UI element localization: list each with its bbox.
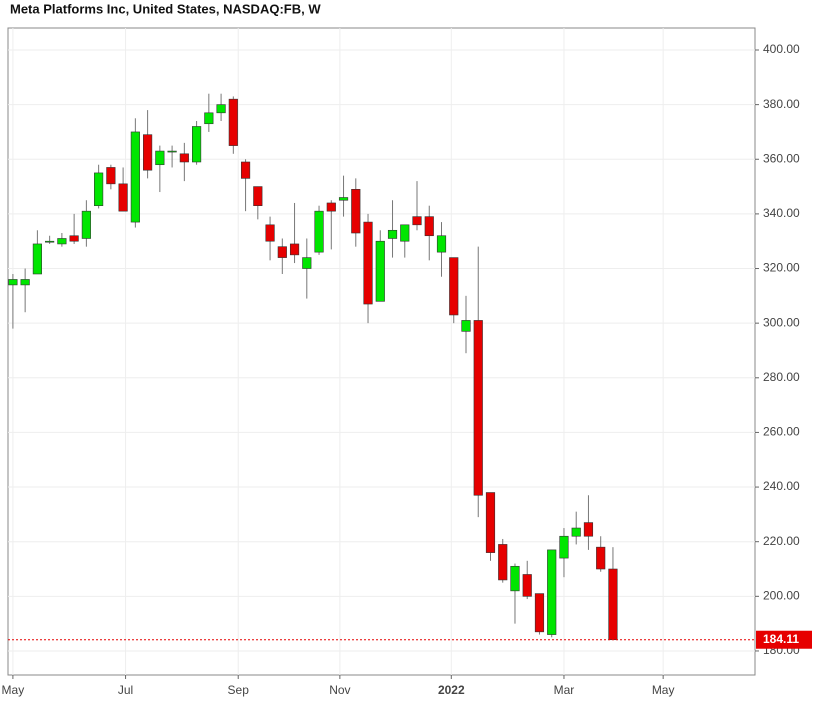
y-tick-label: 280.00 [763, 370, 800, 384]
candle-body [118, 183, 128, 212]
candle-body [20, 279, 30, 286]
candle-body [265, 224, 275, 242]
candle-body [363, 221, 373, 305]
candle-body [32, 243, 42, 275]
candle-body [596, 546, 606, 570]
chart-title: Meta Platforms Inc, United States, NASDA… [10, 1, 321, 16]
y-tick-label: 240.00 [763, 479, 800, 493]
candle-body [216, 104, 226, 114]
candle-body [167, 150, 177, 153]
candle-body [534, 593, 545, 633]
candle-body [412, 216, 422, 226]
x-tick-label: 2022 [438, 683, 465, 697]
y-tick-label: 220.00 [763, 534, 800, 548]
candle-body [314, 210, 324, 253]
candle-body [436, 235, 447, 253]
candle-body [498, 544, 508, 581]
candle-body [228, 98, 238, 146]
candle-body [289, 243, 300, 256]
candle-body [449, 257, 459, 316]
candle-body [424, 216, 434, 237]
y-tick-label: 360.00 [763, 151, 800, 165]
y-tick-label: 260.00 [763, 425, 800, 439]
candle-body [106, 167, 116, 185]
x-tick-label: Mar [554, 683, 575, 697]
candle-body [400, 224, 410, 242]
candle-body [608, 568, 618, 641]
candle-body [547, 549, 557, 635]
y-tick-label: 200.00 [763, 588, 800, 602]
y-tick-label: 300.00 [763, 315, 800, 329]
candle-body [559, 535, 569, 559]
candle-body [81, 210, 91, 239]
candle-body [461, 320, 471, 332]
candle-body [8, 279, 18, 286]
candle-body [179, 153, 189, 163]
candle-body [192, 126, 202, 163]
candle-body [302, 257, 312, 269]
x-tick-label: Sep [228, 683, 250, 697]
candle-body [253, 186, 263, 206]
candle-body [240, 161, 251, 179]
candle-body [375, 240, 385, 302]
candle-body [522, 574, 532, 597]
x-tick-label: Nov [329, 683, 350, 697]
plot-area [7, 27, 756, 676]
candle-body [473, 320, 483, 496]
last-price-box [756, 630, 812, 649]
y-tick-label: 400.00 [763, 42, 800, 56]
y-tick-label: 320.00 [763, 261, 800, 275]
candle-body [338, 197, 349, 201]
last-price-label: 184.11 [763, 632, 799, 646]
candle-body [387, 229, 398, 239]
candle-body [57, 238, 67, 245]
candle-body [583, 522, 594, 537]
candle-body [326, 202, 336, 212]
candle-body [45, 240, 55, 243]
candle-body [204, 112, 214, 125]
y-tick-label: 380.00 [763, 97, 800, 111]
x-tick-label: Jul [118, 683, 133, 697]
candle-body [155, 150, 165, 166]
candle-body [351, 189, 361, 234]
candle-body [277, 246, 287, 258]
candle-body [130, 131, 140, 223]
candle-body [485, 492, 496, 553]
candle-body [94, 172, 104, 206]
candle-body [571, 527, 581, 537]
x-tick-label: May [652, 683, 675, 697]
candle-body [143, 134, 153, 171]
x-tick-label: May [2, 683, 25, 697]
y-tick-label: 340.00 [763, 206, 800, 220]
candle-body [69, 235, 79, 242]
candle-body [510, 565, 520, 592]
